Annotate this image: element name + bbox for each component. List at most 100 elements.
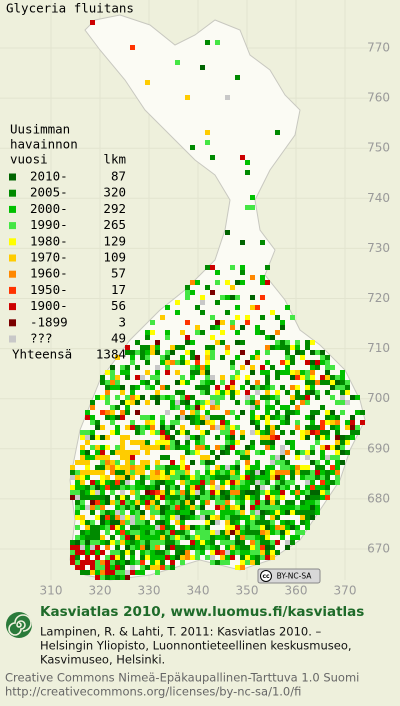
occurrence-square	[70, 495, 75, 500]
site-title: Kasviatlas 2010, www.luomus.fi/kasviatla…	[40, 604, 364, 620]
occurrence-square	[135, 470, 140, 475]
occurrence-square	[155, 550, 160, 555]
occurrence-square	[125, 410, 130, 415]
occurrence-square	[110, 570, 115, 575]
occurrence-square	[165, 540, 170, 545]
occurrence-square	[185, 400, 190, 405]
occurrence-square	[80, 450, 85, 455]
occurrence-square	[100, 450, 105, 455]
occurrence-square	[75, 505, 80, 510]
occurrence-square	[95, 420, 100, 425]
occurrence-squares	[70, 20, 365, 580]
occurrence-square	[315, 470, 320, 475]
occurrence-square	[315, 505, 320, 510]
occurrence-square	[110, 375, 115, 380]
legend-heading: vuosi	[10, 152, 48, 167]
occurrence-square	[120, 390, 125, 395]
occurrence-square	[250, 535, 255, 540]
occurrence-square	[265, 490, 270, 495]
occurrence-square	[305, 480, 310, 485]
occurrence-square	[115, 505, 120, 510]
occurrence-square	[205, 420, 210, 425]
occurrence-square	[130, 360, 135, 365]
occurrence-square	[205, 460, 210, 465]
occurrence-square	[235, 440, 240, 445]
occurrence-square	[140, 355, 145, 360]
citation-line: Lampinen, R. & Lahti, T. 2011: Kasviatla…	[40, 625, 322, 639]
occurrence-square	[235, 490, 240, 495]
occurrence-square	[210, 395, 215, 400]
occurrence-square	[155, 540, 160, 545]
occurrence-square	[170, 445, 175, 450]
occurrence-square	[305, 505, 310, 510]
occurrence-square	[185, 285, 190, 290]
occurrence-square	[275, 435, 280, 440]
occurrence-square	[110, 465, 115, 470]
occurrence-square	[80, 490, 85, 495]
occurrence-square	[75, 480, 80, 485]
occurrence-square	[185, 545, 190, 550]
occurrence-square	[220, 500, 225, 505]
occurrence-square	[85, 475, 90, 480]
occurrence-square	[175, 470, 180, 475]
y-tick-label: 670	[367, 542, 390, 556]
occurrence-square	[240, 550, 245, 555]
legend-heading: havainnon	[10, 137, 78, 152]
occurrence-square	[280, 465, 285, 470]
occurrence-square	[210, 555, 215, 560]
occurrence-square	[235, 465, 240, 470]
occurrence-square	[345, 450, 350, 455]
occurrence-square	[110, 480, 115, 485]
occurrence-square	[255, 535, 260, 540]
occurrence-square	[230, 505, 235, 510]
occurrence-square	[300, 350, 305, 355]
occurrence-square	[180, 465, 185, 470]
occurrence-square	[195, 435, 200, 440]
occurrence-square	[220, 495, 225, 500]
occurrence-square	[210, 480, 215, 485]
occurrence-square	[135, 560, 140, 565]
occurrence-square	[255, 475, 260, 480]
occurrence-square	[215, 445, 220, 450]
occurrence-square	[135, 500, 140, 505]
occurrence-square	[140, 380, 145, 385]
occurrence-square	[290, 470, 295, 475]
species-title: Glyceria fluitans	[6, 1, 134, 16]
occurrence-square	[85, 560, 90, 565]
occurrence-square	[195, 495, 200, 500]
occurrence-square	[90, 550, 95, 555]
occurrence-square	[175, 440, 180, 445]
occurrence-square	[250, 540, 255, 545]
occurrence-square	[325, 415, 330, 420]
occurrence-square	[295, 390, 300, 395]
occurrence-square	[160, 395, 165, 400]
occurrence-square	[190, 280, 195, 285]
occurrence-square	[335, 475, 340, 480]
occurrence-square	[145, 400, 150, 405]
occurrence-square	[110, 415, 115, 420]
occurrence-square	[275, 315, 280, 320]
occurrence-square	[110, 565, 115, 570]
occurrence-square	[210, 470, 215, 475]
occurrence-square	[165, 545, 170, 550]
occurrence-square	[170, 470, 175, 475]
occurrence-square	[130, 535, 135, 540]
occurrence-square	[145, 80, 150, 85]
occurrence-square	[185, 505, 190, 510]
occurrence-square	[230, 265, 235, 270]
occurrence-square	[165, 430, 170, 435]
occurrence-square	[225, 435, 230, 440]
occurrence-square	[135, 570, 140, 575]
occurrence-square	[120, 440, 125, 445]
occurrence-square	[270, 345, 275, 350]
occurrence-square	[290, 375, 295, 380]
occurrence-square	[125, 480, 130, 485]
occurrence-square	[95, 485, 100, 490]
occurrence-square	[115, 380, 120, 385]
occurrence-square	[270, 485, 275, 490]
occurrence-square	[300, 435, 305, 440]
occurrence-square	[125, 495, 130, 500]
occurrence-square	[230, 375, 235, 380]
occurrence-square	[290, 395, 295, 400]
occurrence-square	[205, 495, 210, 500]
